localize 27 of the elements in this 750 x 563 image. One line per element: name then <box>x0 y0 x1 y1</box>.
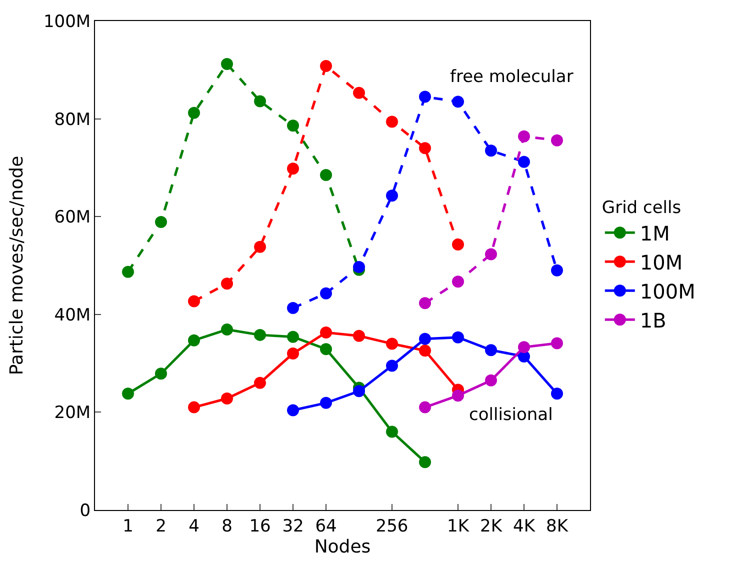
y-tick-label: 20M <box>54 403 91 424</box>
legend-label: 1M <box>640 221 670 246</box>
legend-label: 10M <box>640 250 683 274</box>
annotation: free molecular <box>450 67 574 87</box>
y-tick-label: 60M <box>54 208 91 228</box>
y-axis-title: Particle moves/sec/node <box>6 156 28 376</box>
x-tick-label: 64 <box>315 516 337 536</box>
x-tick-label: 2K <box>480 516 503 536</box>
x-tick-label: 4 <box>188 516 200 536</box>
legend-label: 1B <box>640 308 666 332</box>
legend-label: 100M <box>640 279 696 304</box>
y-tick-label: 100M <box>43 12 91 32</box>
y-tick-label: 80M <box>54 110 91 130</box>
x-tick-label: 8 <box>222 516 232 536</box>
x-tick-label: 256 <box>376 516 408 536</box>
x-axis-title: Nodes <box>314 536 371 558</box>
x-tick-label: 16 <box>249 516 271 536</box>
annotation: collisional <box>469 405 553 425</box>
x-tick-label: 2 <box>156 516 166 536</box>
legend-title: Grid cells <box>602 198 682 218</box>
x-tick-label: 8K <box>546 516 569 536</box>
x-tick-label: 32 <box>282 516 304 536</box>
x-tick-label: 4K <box>513 516 536 536</box>
y-tick-label: 40M <box>54 305 91 326</box>
x-tick-label: 1 <box>122 516 134 536</box>
y-tick-label: 0 <box>80 500 91 521</box>
x-tick-label: 1K <box>447 516 470 536</box>
